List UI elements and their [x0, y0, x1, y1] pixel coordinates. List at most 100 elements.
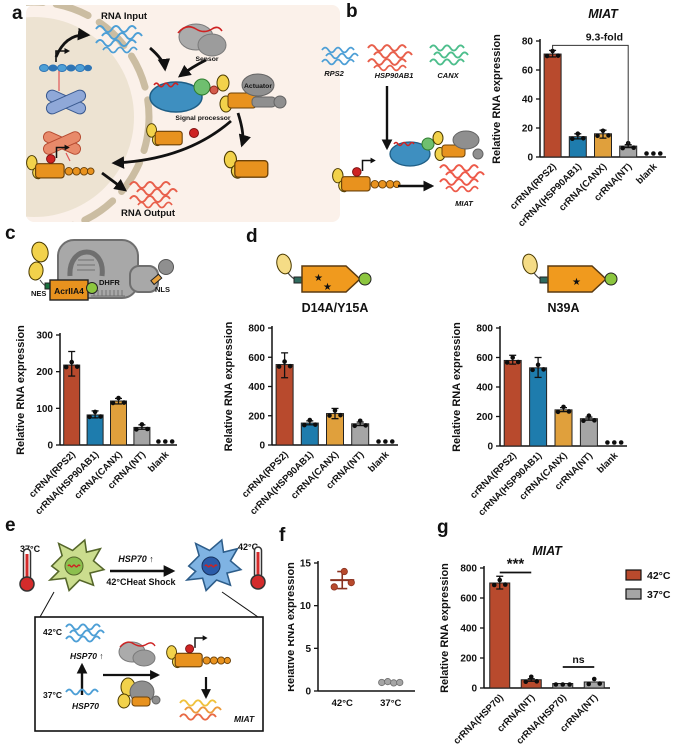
rps2-label: RPS2 [324, 69, 344, 78]
svg-text:D14A/Y15A: D14A/Y15A [302, 301, 369, 315]
cell-37-icon [49, 539, 105, 592]
svg-text:80: 80 [522, 37, 534, 48]
yellow-partner-icon [28, 241, 49, 288]
svg-text:600: 600 [460, 594, 477, 605]
panel-a-diagram: RNA Input Sensor Actuator Signal process… [26, 5, 340, 222]
bar [520, 674, 542, 689]
bar [583, 676, 605, 689]
chart-g-svg: 0 200 400 600 800 Relative RNA expression MIAT… [439, 544, 671, 747]
sensor-label: Sensor [195, 56, 218, 63]
bar [644, 151, 663, 156]
panel-letter-g: g [437, 517, 449, 538]
svg-text:60: 60 [522, 66, 534, 77]
cell-42-icon [186, 539, 242, 592]
scatter-group [378, 678, 404, 687]
dhfr-dot [604, 272, 618, 286]
dna-strand-icon [39, 47, 92, 91]
miat-label: MIAT [455, 199, 474, 208]
panel-letter-a: a [12, 3, 23, 24]
svg-text:blank: blank [634, 161, 660, 187]
panel-e-diagram: 37°C HSP70 ↑ 42°CHeat Shock 42°C 42°C HS… [19, 539, 266, 732]
dhfr-dot [86, 282, 98, 294]
acriia4-label: AcrIIA4 [54, 286, 84, 296]
hsp70-up-label: HSP70 ↑ [118, 554, 154, 564]
signal-processor-label: Signal processor [175, 115, 231, 122]
svg-text:200: 200 [36, 367, 53, 378]
actuator-label: Actuator [244, 83, 272, 90]
rna-input-label: RNA Input [101, 11, 148, 22]
bar [489, 575, 511, 689]
svg-text:Relative RNA expression: Relative RNA expression [223, 321, 235, 451]
svg-text:300: 300 [36, 331, 53, 342]
bar [110, 395, 127, 446]
svg-text:200: 200 [476, 412, 493, 423]
temp-42-label: 42°C [238, 542, 259, 552]
thermometer-37-icon [19, 548, 35, 592]
mutation-star-green-icon: ★ [572, 277, 581, 288]
bar [351, 418, 370, 446]
chart-d14a-y15a: 0 200 400 600 800 Relative RNA expression D14A… [212, 298, 446, 533]
sensor-icon [177, 23, 227, 57]
svg-text:0: 0 [471, 684, 477, 695]
panel-d-diagram-d14a-y15a: ★ ★ [276, 253, 372, 293]
chart-miat-hsp70: 0 200 400 600 800 Relative RNA expression MIAT… [439, 540, 682, 754]
signal-processor-icon [149, 73, 287, 113]
dhfr-label: DHFR [99, 278, 120, 287]
svg-text:400: 400 [248, 382, 265, 393]
acr-mutant-icon [301, 265, 362, 293]
nes-label: NES [31, 289, 46, 298]
nls-domain-icon [158, 259, 174, 275]
hsp90ab1-label: HSP90AB1 [375, 71, 414, 80]
svg-text:0: 0 [47, 441, 53, 452]
chart-acriia4-wt: 0 100 200 300 Relative RNA expression crRNA(R… [10, 318, 215, 529]
svg-text:400: 400 [460, 624, 477, 635]
inset-hsp70-label: HSP70 [72, 701, 99, 711]
svg-text:0: 0 [487, 442, 493, 453]
inset-complex-icon [117, 677, 161, 709]
bar [156, 439, 175, 444]
svg-text:Relative RNA expression: Relative RNA expression [288, 562, 297, 692]
svg-text:crRNA(HSP70): crRNA(HSP70) [451, 692, 505, 746]
svg-text:800: 800 [460, 564, 477, 575]
svg-text:37°C: 37°C [380, 698, 401, 709]
actuator-free-icon [146, 123, 199, 148]
svg-text:MIAT: MIAT [588, 7, 619, 21]
transcription-machine-icon [333, 158, 400, 193]
bar [552, 682, 574, 689]
bar [86, 409, 104, 446]
svg-text:10: 10 [300, 601, 312, 612]
panel-letter-c: c [5, 223, 16, 244]
svg-text:20: 20 [522, 124, 534, 135]
svg-text:800: 800 [248, 324, 265, 335]
svg-text:Relative RNA expression: Relative RNA expression [451, 322, 463, 452]
dhfr-dot [358, 272, 372, 286]
svg-text:ns: ns [572, 654, 584, 666]
svg-text:N39A: N39A [548, 301, 580, 315]
panel-letter-b: b [346, 1, 358, 22]
inset-miat-label: MIAT [234, 714, 255, 724]
svg-text:42°C: 42°C [647, 570, 671, 582]
panel-b-diagram: RPS2 HSP90AB1 CANX MIAT [321, 44, 485, 208]
rna-output-label: RNA Output [121, 208, 176, 219]
chart-heat-shock-scatter: 0 5 10 15 Relative RNA expression 42°C 37°C [285, 540, 440, 754]
bar [594, 128, 612, 158]
bar [503, 354, 522, 447]
yellow-partner-icon [522, 253, 538, 275]
bar [529, 356, 548, 447]
svg-text:5: 5 [305, 644, 311, 655]
temp-37-label: 37°C [20, 544, 41, 554]
bar [605, 440, 624, 445]
bar [300, 417, 319, 446]
inset-42-label: 42°C [43, 627, 62, 637]
svg-text:600: 600 [476, 353, 493, 364]
svg-text:15: 15 [300, 559, 312, 570]
mutation-star-blue-icon: ★ [314, 273, 323, 284]
bar [275, 352, 294, 446]
inset-sensor-icon [118, 641, 156, 667]
svg-text:Relative RNA expression: Relative RNA expression [440, 563, 451, 693]
panel-letter-d: d [246, 226, 258, 247]
scatter-group [330, 567, 355, 591]
